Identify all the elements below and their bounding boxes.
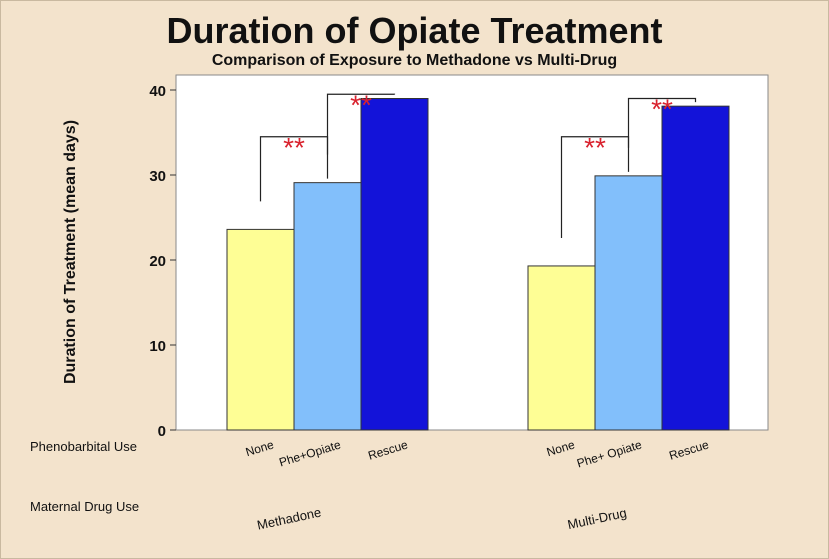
chart-subtitle: Comparison of Exposure to Methadone vs M… xyxy=(211,52,618,69)
category-label: None xyxy=(545,437,577,459)
bar-multi-drug-none xyxy=(527,265,596,431)
significance-marker: ** xyxy=(350,89,372,120)
bar-multi-drug-phe-opiate xyxy=(594,175,663,431)
maternal-row-label: Maternal Drug Use xyxy=(30,499,139,514)
group-label: Multi-Drug xyxy=(566,505,628,532)
y-tick-label: 40 xyxy=(149,83,166,100)
group-label: Methadone xyxy=(256,504,323,532)
bar-methadone-rescue xyxy=(360,98,429,431)
y-tick-label: 20 xyxy=(149,253,166,270)
significance-marker: ** xyxy=(584,132,606,163)
y-tick-label: 30 xyxy=(149,168,166,185)
bar-methadone-phe-opiate xyxy=(293,182,362,431)
category-label: Phe+ Opiate xyxy=(575,437,644,470)
y-axis-title: Duration of Treatment (mean days) xyxy=(62,120,79,384)
phenobarbital-row-label: Phenobarbital Use xyxy=(30,439,137,454)
category-label: Rescue xyxy=(667,437,710,462)
significance-bracket xyxy=(627,97,697,148)
y-tick-label: 10 xyxy=(149,338,166,355)
category-label: Rescue xyxy=(366,437,409,462)
significance-bracket xyxy=(560,136,630,238)
category-label: None xyxy=(244,437,276,459)
chart-title: Duration of Opiate Treatment xyxy=(166,10,663,51)
significance-marker: ** xyxy=(283,132,305,163)
significance-bracket xyxy=(259,136,329,202)
category-label: Phe+Opiate xyxy=(277,437,342,469)
significance-marker: ** xyxy=(651,94,673,125)
y-tick-label: 0 xyxy=(158,423,166,440)
significance-bracket xyxy=(326,93,396,155)
bar-methadone-none xyxy=(226,228,295,431)
bar-multi-drug-rescue xyxy=(661,105,730,431)
